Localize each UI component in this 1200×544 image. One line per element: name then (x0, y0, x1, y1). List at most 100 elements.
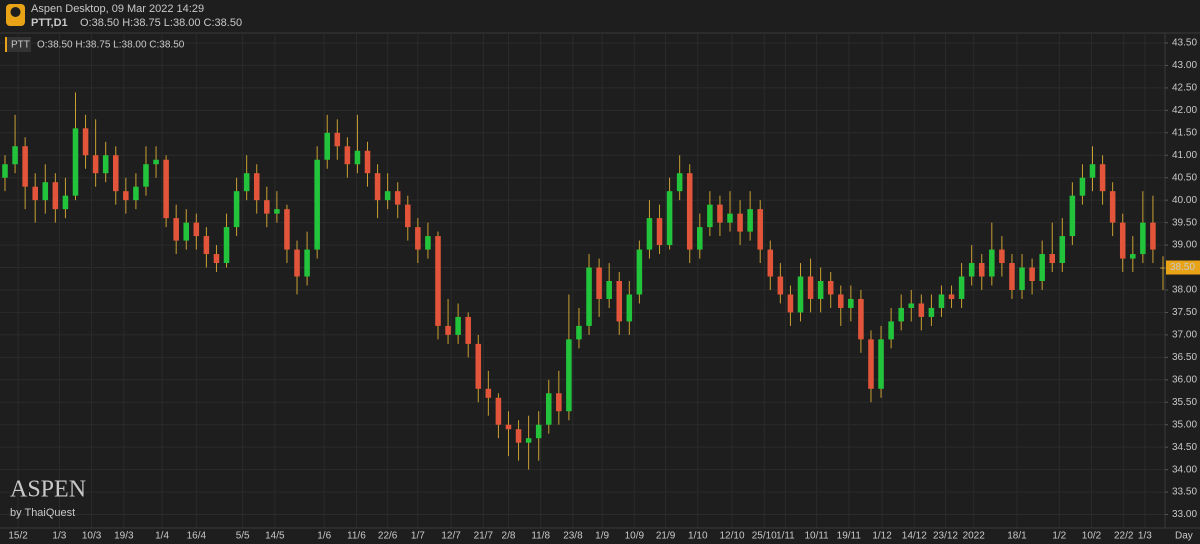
x-tick-label: 14/12 (902, 531, 927, 542)
candle-body (173, 218, 179, 241)
candle-body (133, 186, 139, 201)
candle-body (92, 155, 99, 174)
x-tick-label: 1/10 (688, 531, 708, 542)
candle-body (243, 173, 250, 192)
x-tick-label: 18/1 (1007, 531, 1027, 542)
candle-body (52, 182, 59, 210)
y-tick-label: 42.00 (1172, 105, 1197, 116)
candle-body (344, 146, 351, 165)
candle-body (586, 267, 592, 326)
candle-body (717, 204, 723, 223)
candle-body (968, 263, 975, 277)
candle-body (999, 249, 1005, 264)
y-tick-label: 33.50 (1172, 487, 1197, 498)
candle-body (435, 236, 441, 326)
candle-body (777, 276, 784, 295)
candle-body (193, 222, 200, 237)
legend-swatch (5, 37, 7, 52)
candle-body (636, 249, 643, 295)
x-tick-label: 14/5 (265, 531, 285, 542)
x-tick-label: 22/2 (1114, 531, 1134, 542)
candle-body (1119, 222, 1126, 259)
candle-body (405, 204, 411, 228)
y-tick-label: 41.00 (1172, 150, 1197, 161)
candle-body (787, 294, 794, 313)
x-tick-label: 23/12 (933, 531, 958, 542)
candle-body (445, 325, 451, 335)
x-tick-label: 22/6 (378, 531, 398, 542)
x-tick-label: 1/11 (776, 531, 795, 542)
candle-body (475, 343, 482, 389)
candle-body (908, 303, 915, 308)
candle-body (868, 339, 874, 389)
candle-body (858, 298, 864, 340)
candle-body (1089, 164, 1096, 178)
candle-body (143, 164, 149, 187)
candle-body (737, 213, 743, 232)
candle-body (545, 393, 552, 425)
x-tick-label: 1/6 (317, 531, 331, 542)
y-tick-label: 37.00 (1172, 330, 1197, 341)
candle-body (223, 227, 230, 264)
candle-body (294, 249, 300, 277)
x-tick-label: 23/8 (563, 531, 583, 542)
candle-body (1029, 267, 1035, 281)
candle-body (203, 236, 210, 255)
candle-body (958, 276, 965, 299)
candle-body (153, 159, 159, 165)
y-tick-label: 36.00 (1172, 374, 1197, 385)
price-tag-label: 38.50 (1170, 262, 1195, 273)
x-tick-label: 1/4 (155, 531, 169, 542)
candle-body (314, 159, 320, 250)
candle-body (797, 276, 804, 313)
candle-body (848, 298, 854, 308)
candle-body (123, 191, 129, 201)
legend: O:38.50 H:38.75 L:38.00 C:38.50 (37, 40, 185, 51)
candle-body (767, 249, 774, 277)
candle-body (727, 213, 733, 223)
y-tick-label: 40.50 (1172, 172, 1197, 183)
y-tick-label: 33.00 (1172, 509, 1197, 520)
candle-body (1140, 222, 1146, 255)
y-tick-label: 36.50 (1172, 352, 1197, 363)
candle-body (928, 307, 935, 317)
candle-body (425, 236, 431, 250)
candle-body (1150, 222, 1156, 250)
x-tick-label: 19/3 (114, 531, 134, 542)
candle-body (22, 146, 28, 187)
candle-body (102, 155, 109, 174)
candle-body (72, 128, 79, 196)
candle-body (978, 263, 985, 277)
candle-body (505, 424, 512, 430)
candle-body (12, 146, 18, 165)
candle-body (394, 191, 401, 205)
x-tick-label: 25/10 (752, 531, 777, 542)
y-tick-label: 42.50 (1172, 83, 1197, 94)
candle-body (334, 132, 341, 147)
y-tick-label: 35.50 (1172, 397, 1197, 408)
candle-body (807, 276, 814, 299)
candle-body (676, 173, 683, 192)
candle-body (495, 397, 502, 425)
candle-body (747, 209, 753, 232)
candle-body (938, 294, 945, 308)
x-tick-label: 1/9 (595, 531, 609, 542)
x-tick-label: 1/12 (872, 531, 892, 542)
candle-body (898, 307, 904, 322)
candle-body (284, 209, 290, 250)
x-tick-label: 5/5 (236, 531, 250, 542)
x-tick-label: 2/8 (502, 531, 516, 542)
x-tick-label: 10/3 (82, 531, 102, 542)
y-tick-label: 43.50 (1172, 38, 1197, 49)
y-tick-label: 34.50 (1172, 442, 1197, 453)
app-title: Aspen Desktop, 09 Mar 2022 14:29 (31, 3, 204, 15)
x-tick-label: 10/11 (804, 531, 829, 542)
candle-body (556, 393, 562, 412)
candles (2, 92, 1166, 470)
candle-body (596, 267, 602, 299)
price-tag (1166, 260, 1200, 275)
y-tick-label: 39.50 (1172, 217, 1197, 228)
legend-box (5, 37, 31, 52)
candle-body (32, 186, 38, 201)
